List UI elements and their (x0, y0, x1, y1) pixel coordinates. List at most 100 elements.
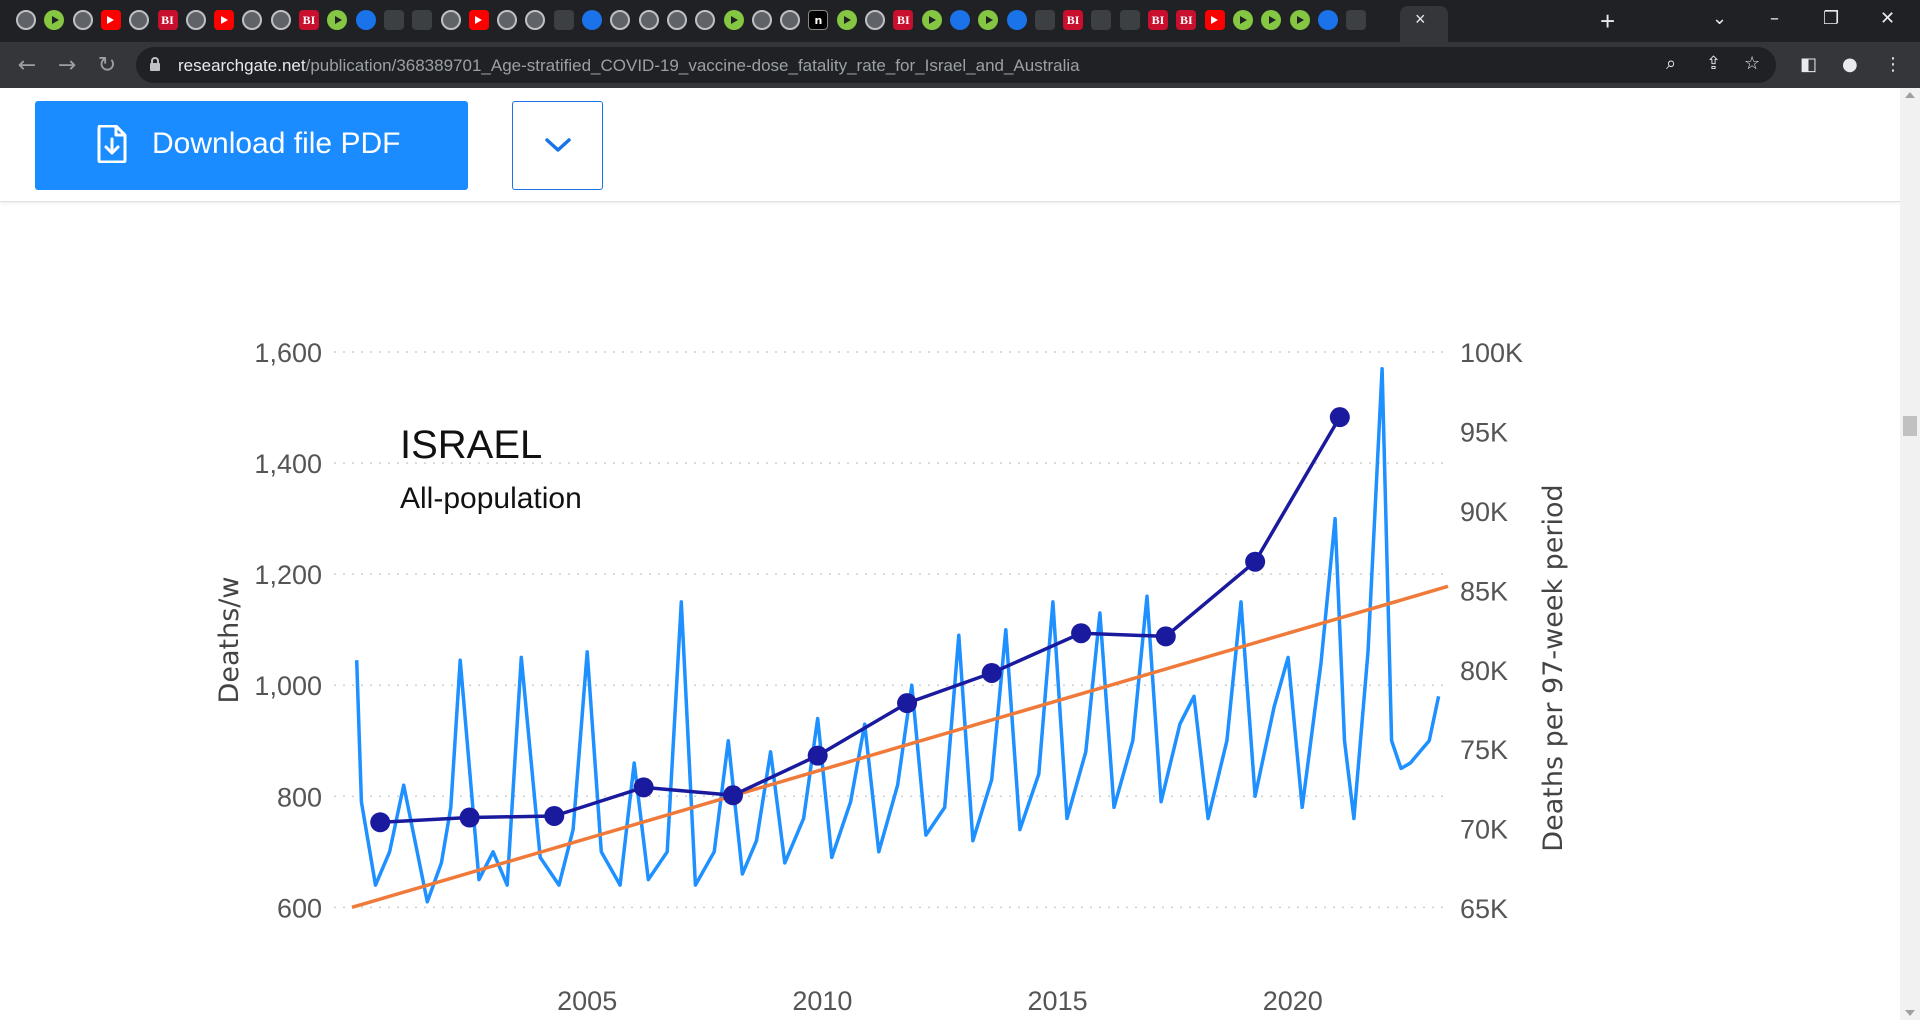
bookmark-star-icon[interactable]: ☆ (1744, 53, 1761, 74)
tab-favicon-icon[interactable]: BI (1063, 10, 1084, 30)
period-data-point (981, 662, 1002, 683)
lock-icon[interactable] (150, 57, 160, 71)
period-data-point (544, 805, 565, 826)
tab-favicon-icon[interactable] (16, 10, 36, 30)
url-host: researchgate.net (178, 56, 306, 75)
tab-favicon-icon[interactable]: BI (893, 10, 914, 30)
tab-favicon-icon[interactable] (440, 10, 461, 30)
back-arrow-icon[interactable]: ← (17, 52, 37, 78)
series-linear-trend-line (351, 584, 1449, 910)
more-options-dropdown-button[interactable] (512, 101, 603, 190)
scroll-up-arrow-icon[interactable] (1905, 92, 1915, 98)
tab-favicon-icon[interactable] (1091, 10, 1112, 30)
tab-favicon-icon[interactable] (270, 10, 291, 30)
x-tick-label: 2015 (1028, 986, 1088, 1016)
forward-arrow-icon[interactable]: → (57, 52, 77, 78)
tab-favicon-icon[interactable] (525, 10, 546, 30)
tab-favicon-icon[interactable] (1034, 10, 1055, 30)
tab-favicon-icon[interactable] (949, 10, 970, 30)
minimize-icon[interactable]: – (1770, 8, 1779, 29)
tab-favicon-icon[interactable] (1261, 10, 1282, 30)
tab-favicon-icon[interactable] (1204, 10, 1225, 30)
scrollbar-thumb[interactable] (1903, 416, 1917, 436)
y-axis-right-title: Deaths per 97-week period (1538, 484, 1569, 851)
period-data-point (1245, 551, 1266, 572)
x-tick-label: 2020 (1263, 986, 1323, 1016)
tab-favicon-icon[interactable] (780, 10, 801, 30)
tab-favicon-icon[interactable] (723, 10, 744, 30)
tab-favicon-icon[interactable]: n (808, 10, 829, 30)
tab-favicon-icon[interactable] (865, 10, 885, 30)
period-data-point (723, 785, 744, 806)
tab-favicon-icon[interactable] (412, 10, 433, 30)
tab-favicon-icon[interactable] (666, 10, 687, 30)
tab-favicon-icon[interactable]: BI (1176, 10, 1197, 30)
tab-favicon-icon[interactable]: BI (299, 10, 319, 30)
tab-favicon-icon[interactable]: BI (1148, 10, 1168, 30)
tab-favicon-icon[interactable] (355, 10, 376, 30)
figure-israel-all-population: 1,600 1,400 1,200 1,000 800 600 100K 95K 90K 85K 8… (0, 202, 1900, 1020)
download-pdf-label: Download file PDF (152, 127, 401, 160)
tab-favicon-icon[interactable] (1006, 10, 1027, 30)
tab-favicon-icon[interactable] (185, 10, 206, 30)
new-tab-button[interactable]: + (1600, 6, 1616, 36)
address-bar[interactable]: researchgate.net/publication/368389701_A… (136, 47, 1776, 83)
mortality-chart: 1,600 1,400 1,200 1,000 800 600 100K 95K 90K 85K 8… (214, 338, 1569, 1016)
period-data-point (1329, 407, 1350, 428)
y-left-tick-label: 800 (277, 782, 322, 812)
tab-favicon-icon[interactable] (44, 10, 65, 30)
tab-favicon-icon[interactable] (1346, 10, 1367, 30)
tab-favicon-icon[interactable] (1119, 10, 1140, 30)
tab-close-icon[interactable]: × (1415, 9, 1426, 29)
period-data-point (370, 812, 391, 833)
tab-favicon-icon[interactable] (497, 10, 518, 30)
tab-favicon-icon[interactable] (1289, 10, 1310, 30)
active-tab[interactable] (1400, 6, 1448, 42)
tab-favicon-icon[interactable] (553, 10, 574, 30)
x-tick-label: 2005 (557, 986, 617, 1016)
tab-favicon-icon[interactable] (214, 10, 235, 30)
tab-favicon-icon[interactable] (1317, 10, 1338, 30)
y-left-tick-label: 1,200 (254, 560, 322, 590)
period-data-point (807, 745, 828, 766)
tab-search-icon[interactable]: ⌄ (1712, 8, 1728, 29)
y-right-tick-label: 75K (1460, 735, 1508, 765)
chart-series (351, 366, 1449, 910)
window-close-icon[interactable]: ✕ (1880, 8, 1896, 29)
tab-favicon-icon[interactable] (129, 10, 150, 30)
tab-favicon-icon[interactable] (327, 10, 348, 30)
tab-favicon-icon[interactable] (836, 10, 857, 30)
tab-favicon-icon[interactable] (72, 10, 93, 30)
url-text[interactable]: researchgate.net/publication/368389701_A… (178, 56, 1080, 76)
tab-favicon-icon[interactable] (695, 10, 716, 30)
y-right-tick-label: 100K (1460, 338, 1523, 368)
scroll-down-arrow-icon[interactable] (1905, 1010, 1915, 1016)
tab-favicon-icon[interactable] (978, 10, 999, 30)
y-left-tick-label: 1,600 (254, 338, 322, 368)
browser-tab-strip: BI BI n BI BI BI BI × + ⌄ – ❐ ✕ (0, 0, 1920, 42)
page-scrollbar[interactable] (1900, 88, 1920, 1020)
period-data-point (1071, 623, 1092, 644)
tab-favicon-icon[interactable] (242, 10, 263, 30)
tab-favicon-icon[interactable] (582, 10, 602, 30)
restore-icon[interactable]: ❐ (1823, 8, 1840, 29)
file-download-icon (97, 125, 127, 163)
download-pdf-button[interactable]: Download file PDF (35, 101, 468, 190)
tab-favicon-icon[interactable] (468, 10, 489, 30)
tab-favicon-icon[interactable] (921, 10, 942, 30)
tab-favicon-icon[interactable] (1232, 10, 1253, 30)
zoom-icon[interactable]: ⌕ (1666, 53, 1677, 74)
tab-favicon-icon[interactable] (100, 10, 121, 30)
share-icon[interactable]: ⇪ (1706, 53, 1722, 74)
axis-ticks: 1,600 1,400 1,200 1,000 800 600 100K 95K 90K 85K 8… (254, 338, 1523, 1016)
menu-kebab-icon[interactable]: ⋮ (1884, 54, 1902, 75)
side-panel-icon[interactable]: ◧ (1800, 54, 1818, 75)
tab-favicon-icon[interactable] (638, 10, 659, 30)
tab-favicon-icon[interactable]: BI (157, 10, 178, 30)
y-right-tick-label: 65K (1460, 894, 1508, 924)
tab-favicon-icon[interactable] (610, 10, 631, 30)
tab-favicon-icon[interactable] (751, 10, 772, 30)
tab-favicon-icon[interactable] (383, 10, 404, 30)
profile-icon[interactable]: ● (1842, 54, 1858, 75)
reload-icon[interactable]: ↻ (97, 52, 117, 78)
